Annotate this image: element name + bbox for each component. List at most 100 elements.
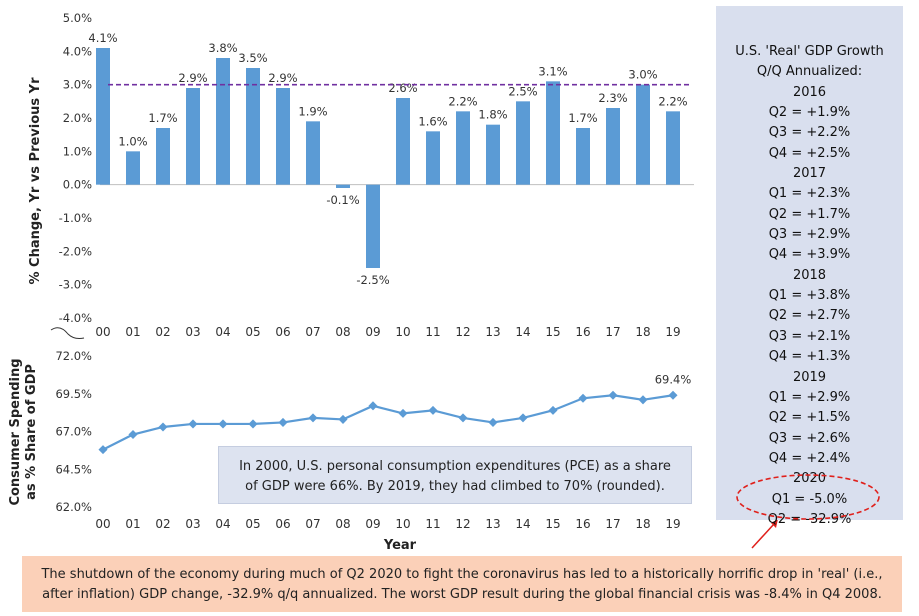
bar-ytick-label: 3.0%: [63, 78, 92, 92]
bar-08: [336, 184, 350, 188]
gdp-box-line: 2018: [792, 267, 827, 283]
line-point-19: [668, 390, 678, 400]
line-chart-plot: 72.0% 69.5% 67.0% 64.5% 62.0%00 01 02 03 04 05 06 0…: [55, 349, 691, 531]
gdp-box-line: Q4 = +3.9%: [768, 247, 851, 263]
bar-09: [366, 184, 380, 268]
bar-data-label: 1.7%: [568, 111, 597, 125]
gdp-box-line: Q3 = +2.2%: [768, 125, 851, 141]
bar-07: [306, 121, 320, 185]
line-xtick-label: 12: [455, 517, 470, 531]
bar-xtick-label: 09: [365, 325, 380, 339]
bar-data-label: -0.1%: [326, 193, 359, 207]
bar-xtick-label: 16: [575, 325, 590, 339]
bar-data-label: 3.8%: [208, 41, 237, 55]
line-point-11: [428, 405, 438, 415]
bar-xtick-label: 06: [275, 325, 290, 339]
line-point-01: [128, 429, 138, 440]
line-xtick-label: 13: [485, 517, 500, 531]
line-xtick-label: 02: [155, 517, 170, 531]
line-xtick-label: 19: [665, 517, 680, 531]
line-end-label: 69.4%: [655, 372, 692, 386]
line-xtick-label: 06: [275, 517, 290, 531]
line-point-05: [248, 419, 258, 429]
bar-xtick-label: 04: [215, 325, 230, 339]
line-ytick-label: 62.0%: [55, 500, 92, 514]
bar-xtick-label: 17: [605, 325, 620, 339]
line-point-03: [188, 419, 198, 429]
axis-break-squiggle: [50, 327, 85, 339]
shutdown-note-text: The shutdown of the economy during much …: [41, 567, 883, 602]
line-point-00: [98, 445, 108, 455]
line-point-04: [218, 419, 228, 429]
bar-04: [216, 58, 230, 185]
gdp-box-line: Q1 = +3.8%: [768, 288, 851, 304]
line-xtick-label: 00: [95, 517, 110, 531]
bar-chart-plot: 5.0% 4.0% 3.0% 2.0% 1.0% 0.0% -1.0% -2.0% -3.0% -…: [59, 11, 694, 339]
bar-ytick-label: 1.0%: [63, 144, 92, 158]
line-xtick-label: 11: [425, 517, 440, 531]
bar-15: [546, 81, 560, 185]
bar-xtick-label: 00: [95, 325, 110, 339]
bar-02: [156, 128, 170, 185]
bar-data-label: -2.5%: [356, 273, 389, 287]
bar-ytick-label: -1.0%: [59, 211, 92, 225]
consumer-spending-line: [102, 394, 674, 451]
bar-data-label: 2.2%: [658, 94, 687, 108]
gdp-box-line: Q4 = +2.5%: [768, 145, 851, 161]
gdp-box-lines: 2016 Q2 = +1.9% Q3 = +2.2% Q4 = +2.5% 2017 Q1…: [716, 83, 903, 531]
line-point-14: [518, 413, 528, 423]
gdp-box-line: Q4 = +2.4%: [768, 450, 851, 466]
line-xtick-label: 14: [515, 517, 530, 531]
bar-03: [186, 88, 200, 185]
bar-xtick-label: 01: [125, 325, 140, 339]
bar-chart-ylabel: % Change, Yr vs Previous Yr: [28, 77, 43, 285]
callout-arrowhead: [771, 519, 778, 528]
bar-xtick-label: 15: [545, 325, 560, 339]
gdp-box-line: 2016: [792, 84, 827, 100]
gdp-box-line: Q2 = +1.5%: [768, 410, 851, 426]
bar-14: [516, 101, 530, 185]
line-point-15: [548, 405, 558, 415]
line-ytick-label: 69.5%: [55, 387, 92, 401]
bar-xtick-label: 05: [245, 325, 260, 339]
bar-xtick-label: 11: [425, 325, 440, 339]
bar-05: [246, 68, 260, 185]
bar-18: [636, 84, 650, 185]
shutdown-note-box: The shutdown of the economy during much …: [22, 556, 902, 612]
bar-xtick-label: 13: [485, 325, 500, 339]
bar-data-label: 2.2%: [448, 94, 477, 108]
bar-01: [126, 151, 140, 185]
gdp-box-line: Q2 = +1.7%: [768, 206, 851, 222]
bar-data-label: 1.0%: [118, 134, 147, 148]
line-xtick-label: 16: [575, 517, 590, 531]
line-point-02: [158, 422, 168, 432]
line-chart-ylabel-2: as % Share of GDP: [24, 364, 39, 500]
gdp-box-title-1: U.S. 'Real' GDP Growth: [735, 44, 884, 59]
line-chart-ylabel-1: Consumer Spending: [8, 358, 23, 505]
gdp-box-line: 2017: [792, 166, 827, 182]
gdp-growth-box: U.S. 'Real' GDP Growth Q/Q Annualized: 2…: [716, 6, 903, 527]
bar-data-label: 2.6%: [388, 81, 417, 95]
line-xtick-label: 09: [365, 517, 380, 531]
bar-ytick-label: -3.0%: [59, 278, 92, 292]
line-xtick-label: 17: [605, 517, 620, 531]
bar-ytick-label: 5.0%: [63, 11, 92, 25]
line-xtick-label: 10: [395, 517, 410, 531]
bar-data-label: 2.9%: [178, 71, 207, 85]
line-ytick-label: 64.5%: [55, 462, 92, 476]
gdp-box-title-2: Q/Q Annualized:: [756, 64, 863, 80]
bar-xtick-label: 02: [155, 325, 170, 339]
line-xtick-label: 04: [215, 517, 230, 531]
bar-xtick-label: 10: [395, 325, 410, 339]
line-point-17: [608, 390, 618, 400]
gdp-box-line: Q2 = +2.7%: [768, 308, 851, 324]
line-point-09: [368, 401, 378, 411]
bar-xtick-label: 03: [185, 325, 200, 339]
bar-12: [456, 111, 470, 185]
line-xtick-label: 07: [305, 517, 320, 531]
bar-17: [606, 108, 620, 185]
bar-06: [276, 88, 290, 185]
bar-16: [576, 128, 590, 185]
line-point-16: [578, 393, 588, 403]
